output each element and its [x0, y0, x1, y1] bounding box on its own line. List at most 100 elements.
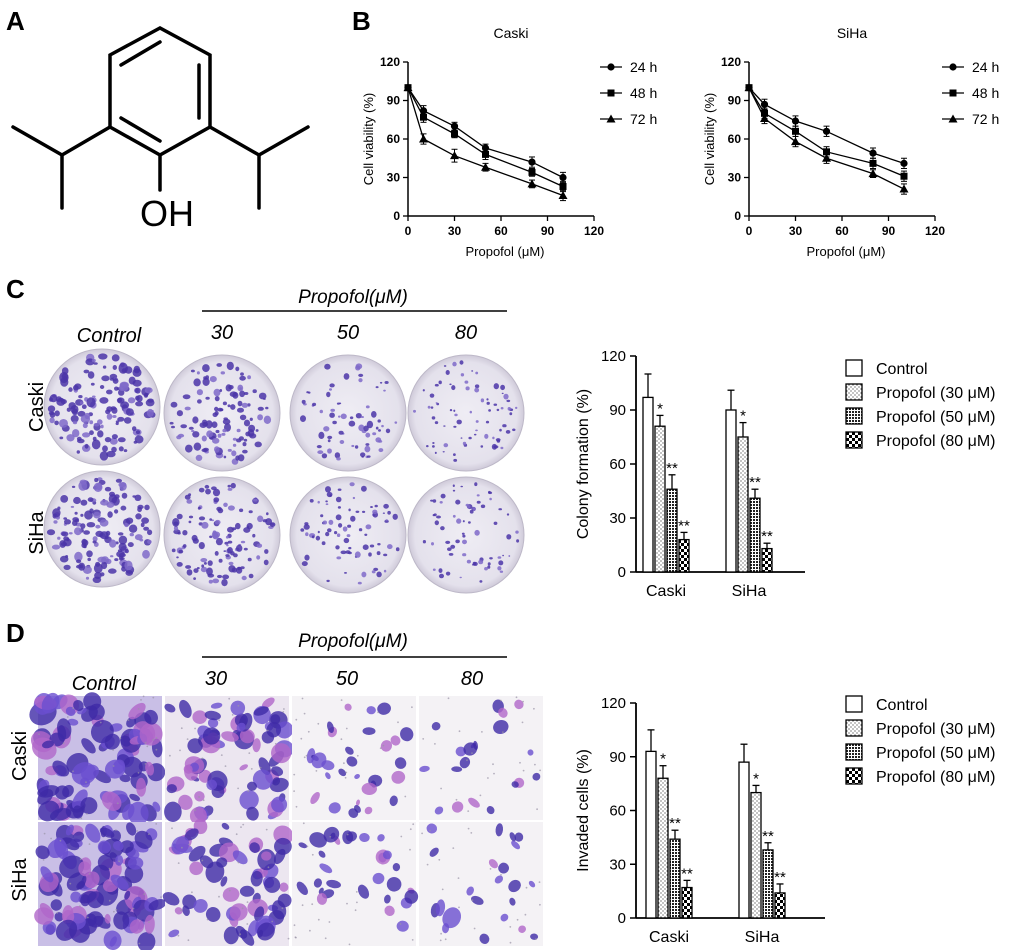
- colony-dot: [201, 564, 205, 568]
- colony-dot: [222, 574, 230, 580]
- invaded-cell: [148, 899, 167, 911]
- y-tick-label: 60: [728, 132, 742, 146]
- colony-dot: [326, 579, 330, 583]
- invaded-cell: [354, 774, 360, 779]
- colony-dot: [100, 572, 105, 577]
- colony-dot: [64, 519, 71, 525]
- colony-dot: [83, 530, 90, 535]
- colony-dot: [217, 574, 223, 579]
- colony-dot: [125, 570, 133, 576]
- colony-dot: [453, 458, 458, 462]
- colony-dot: [474, 529, 480, 536]
- colony-row-label-caski: Caski: [26, 382, 48, 432]
- colony-dot: [85, 576, 90, 580]
- membrane-pore: [137, 771, 140, 774]
- invaded-cell: [471, 895, 484, 905]
- colony-dot: [185, 444, 193, 453]
- membrane-pore: [328, 921, 331, 923]
- invaded-cell: [486, 806, 495, 815]
- colony-dot: [329, 412, 335, 418]
- colony-dot: [474, 387, 480, 393]
- membrane-pore: [142, 695, 145, 698]
- membrane-pore: [502, 731, 504, 734]
- colony-dot: [184, 406, 191, 411]
- colony-dot: [235, 566, 243, 574]
- colony-dot: [300, 415, 306, 422]
- y-tick-label: 120: [601, 695, 626, 712]
- invaded-cell: [377, 702, 391, 715]
- colony-dot: [109, 437, 118, 445]
- colony-dot: [438, 380, 442, 385]
- significance-label: **: [669, 815, 681, 832]
- legend-swatch: [845, 383, 863, 401]
- membrane-pore: [132, 907, 135, 910]
- colony-dot: [506, 513, 510, 516]
- legend-label: 72 h: [630, 111, 657, 127]
- invaded-cell: [54, 912, 64, 922]
- colony-row-label-siha: SiHa: [26, 510, 48, 554]
- invaded-cell: [509, 897, 516, 906]
- colony-dot: [134, 435, 144, 444]
- colony-dot: [336, 457, 341, 461]
- colony-dot: [231, 567, 238, 573]
- colony-dot: [54, 410, 60, 417]
- colony-dot: [196, 389, 203, 396]
- invaded-cell: [236, 722, 246, 732]
- colony-dot: [337, 506, 341, 509]
- colony-dot: [301, 399, 306, 404]
- membrane-pore: [144, 763, 147, 765]
- membrane-pore: [536, 808, 538, 811]
- invaded-cell: [271, 766, 284, 777]
- colony-dot: [460, 485, 464, 488]
- colony-dot: [374, 504, 378, 508]
- membrane-pore: [458, 906, 460, 909]
- colony-dot: [351, 444, 355, 448]
- colony-dot: [252, 389, 257, 394]
- colony-dot: [335, 514, 342, 521]
- colony-dot: [114, 509, 119, 514]
- membrane-pore: [470, 832, 473, 834]
- legend-swatch: [845, 407, 863, 425]
- colony-dot: [186, 569, 193, 576]
- colony-dot: [134, 534, 143, 541]
- colony-dot: [90, 382, 95, 386]
- membrane-pore: [525, 886, 528, 889]
- data-point: [528, 168, 536, 176]
- colony-dot: [456, 518, 462, 524]
- invaded-cell: [252, 738, 261, 753]
- membrane-pore: [457, 877, 460, 879]
- invaded-cell: [400, 727, 414, 742]
- colony-dot: [97, 556, 107, 563]
- invaded-cell: [210, 702, 223, 709]
- invaded-cell: [193, 899, 208, 913]
- invaded-cell: [65, 824, 74, 836]
- culture-well: [43, 470, 161, 588]
- colony-dot: [255, 429, 259, 432]
- invaded-cell: [316, 892, 328, 905]
- bar: [666, 488, 678, 573]
- invaded-cell: [419, 765, 430, 772]
- membrane-pore: [136, 830, 139, 832]
- colony-dot: [134, 387, 141, 394]
- data-point: [559, 182, 567, 190]
- membrane-pore: [115, 829, 117, 831]
- colony-dot: [354, 551, 361, 558]
- membrane-pore: [140, 699, 142, 701]
- colony-dot: [132, 426, 137, 432]
- membrane-pore: [411, 706, 413, 709]
- colony-dot: [232, 443, 237, 447]
- colony-dot: [387, 510, 391, 515]
- colony-dot: [434, 451, 437, 454]
- colony-dot: [201, 435, 207, 442]
- colony-dot: [369, 544, 375, 548]
- colony-dot: [140, 522, 145, 528]
- invaded-cell: [274, 837, 292, 855]
- invaded-cell: [183, 764, 193, 774]
- membrane-pore: [346, 833, 349, 836]
- colony-dot: [192, 431, 200, 438]
- colony-dot: [81, 538, 87, 546]
- legend-label: 24 h: [630, 59, 657, 75]
- legend-label: Propofol (30 μM): [876, 385, 995, 402]
- invaded-cell: [382, 850, 392, 860]
- colony-dot: [257, 414, 263, 421]
